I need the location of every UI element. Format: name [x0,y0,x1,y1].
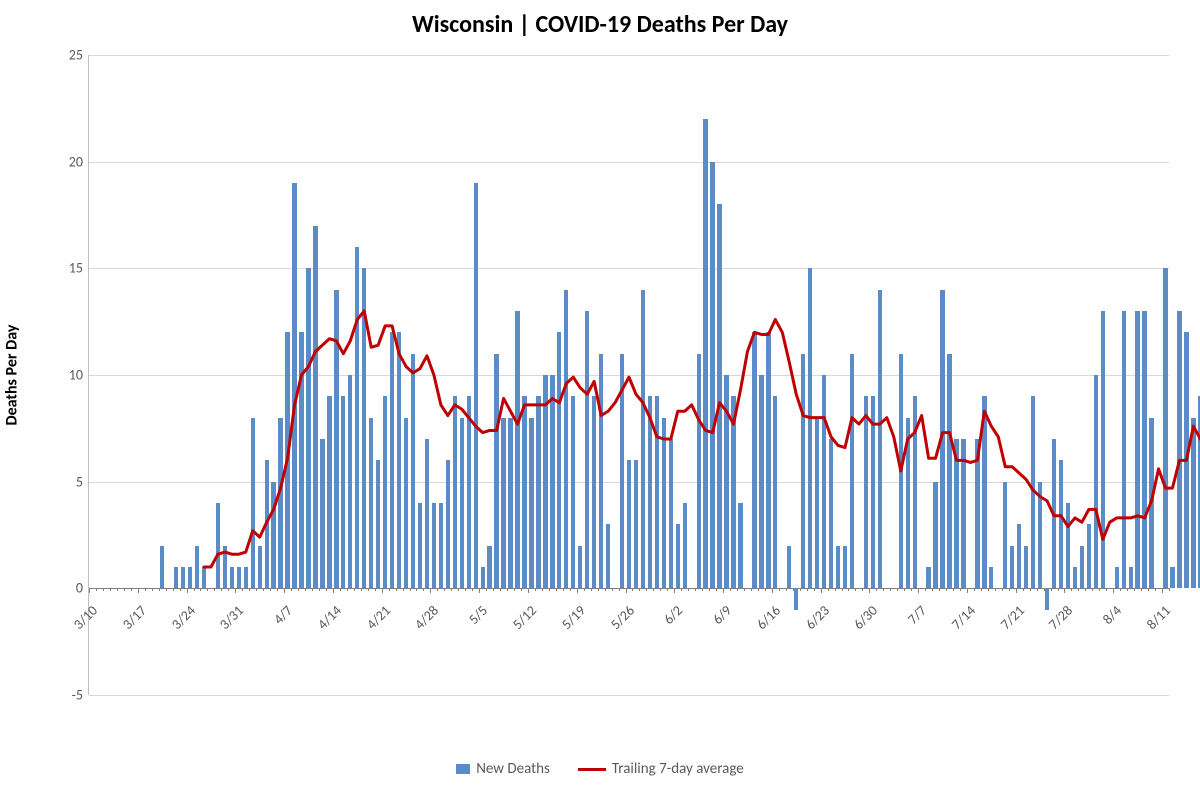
plot-area: -505101520253/103/173/243/314/74/144/214… [88,55,1169,695]
bar [1191,418,1195,589]
bar-swatch-icon [456,764,470,774]
gridline [89,695,1169,696]
ytick-label: 10 [69,367,83,384]
ytick-label: 20 [69,153,83,170]
legend-item-bars: New Deaths [456,760,550,778]
line-swatch-icon [578,768,606,771]
xtick-minor [1169,588,1170,591]
ytick-label: 5 [76,473,83,490]
ytick-label: 25 [69,47,83,64]
legend: New Deaths Trailing 7-day average [0,760,1200,778]
y-axis-label: Deaths Per Day [3,325,22,426]
chart-title: Wisconsin | COVID-19 Deaths Per Day [0,10,1200,39]
bar [1170,567,1174,588]
bar [1177,311,1181,588]
legend-line-label: Trailing 7-day average [612,760,744,778]
chart-container: Wisconsin | COVID-19 Deaths Per Day Deat… [0,0,1200,796]
legend-bar-label: New Deaths [476,760,550,778]
ytick-label: 15 [69,260,83,277]
legend-item-line: Trailing 7-day average [578,760,744,778]
ytick-label: 0 [76,580,83,597]
ytick-label: -5 [72,687,83,704]
line-series [89,55,1169,695]
trailing-average-line [204,311,1200,567]
